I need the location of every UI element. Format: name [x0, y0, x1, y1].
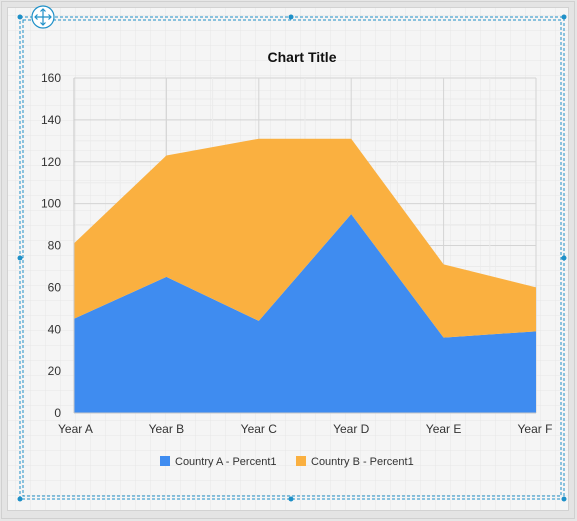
selection-border-inner — [22, 19, 562, 497]
y-tick-label: 0 — [54, 406, 61, 420]
y-tick-label: 160 — [41, 71, 61, 85]
legend-label-series-2: Country B - Percent1 — [311, 456, 414, 468]
resize-handle-bottom[interactable] — [288, 496, 294, 502]
resize-handle-top[interactable] — [288, 14, 294, 20]
y-tick-label: 120 — [41, 155, 61, 169]
x-tick-label: Year C — [241, 422, 278, 436]
resize-handle-top-left[interactable] — [17, 14, 23, 20]
resize-handle-top-right[interactable] — [561, 14, 567, 20]
plot-areas — [74, 138, 536, 413]
resize-handle-right[interactable] — [561, 255, 567, 261]
y-tick-label: 100 — [41, 197, 61, 211]
x-tick-label: Year D — [333, 422, 370, 436]
legend-label-series-1: Country A - Percent1 — [175, 456, 277, 468]
chart-legend: Country A - Percent1 Country B - Percent1 — [160, 456, 414, 468]
resize-handle-bottom-left[interactable] — [17, 496, 23, 502]
area-series-2[interactable] — [74, 138, 536, 338]
y-tick-label: 20 — [48, 364, 62, 378]
y-tick-label: 40 — [48, 322, 62, 336]
x-tick-label: Year B — [149, 422, 185, 436]
y-tick-label: 140 — [41, 113, 61, 127]
legend-swatch-series-1 — [160, 456, 170, 466]
y-tick-label: 80 — [48, 239, 62, 253]
resize-handle-bottom-right[interactable] — [561, 496, 567, 502]
y-tick-label: 60 — [48, 280, 62, 294]
x-tick-label: Year E — [426, 422, 462, 436]
x-tick-label: Year A — [58, 422, 93, 436]
move-arrows-icon[interactable] — [31, 5, 55, 29]
legend-swatch-series-2 — [296, 456, 306, 466]
x-tick-label: Year F — [518, 422, 553, 436]
plot-axes: 0 20 40 60 80 100 120 140 160 Year A Year B Year C Y… — [41, 71, 552, 436]
resize-handle-left[interactable] — [17, 255, 23, 261]
area-series-1[interactable] — [74, 214, 536, 413]
chart-title: Chart Title — [268, 49, 337, 65]
